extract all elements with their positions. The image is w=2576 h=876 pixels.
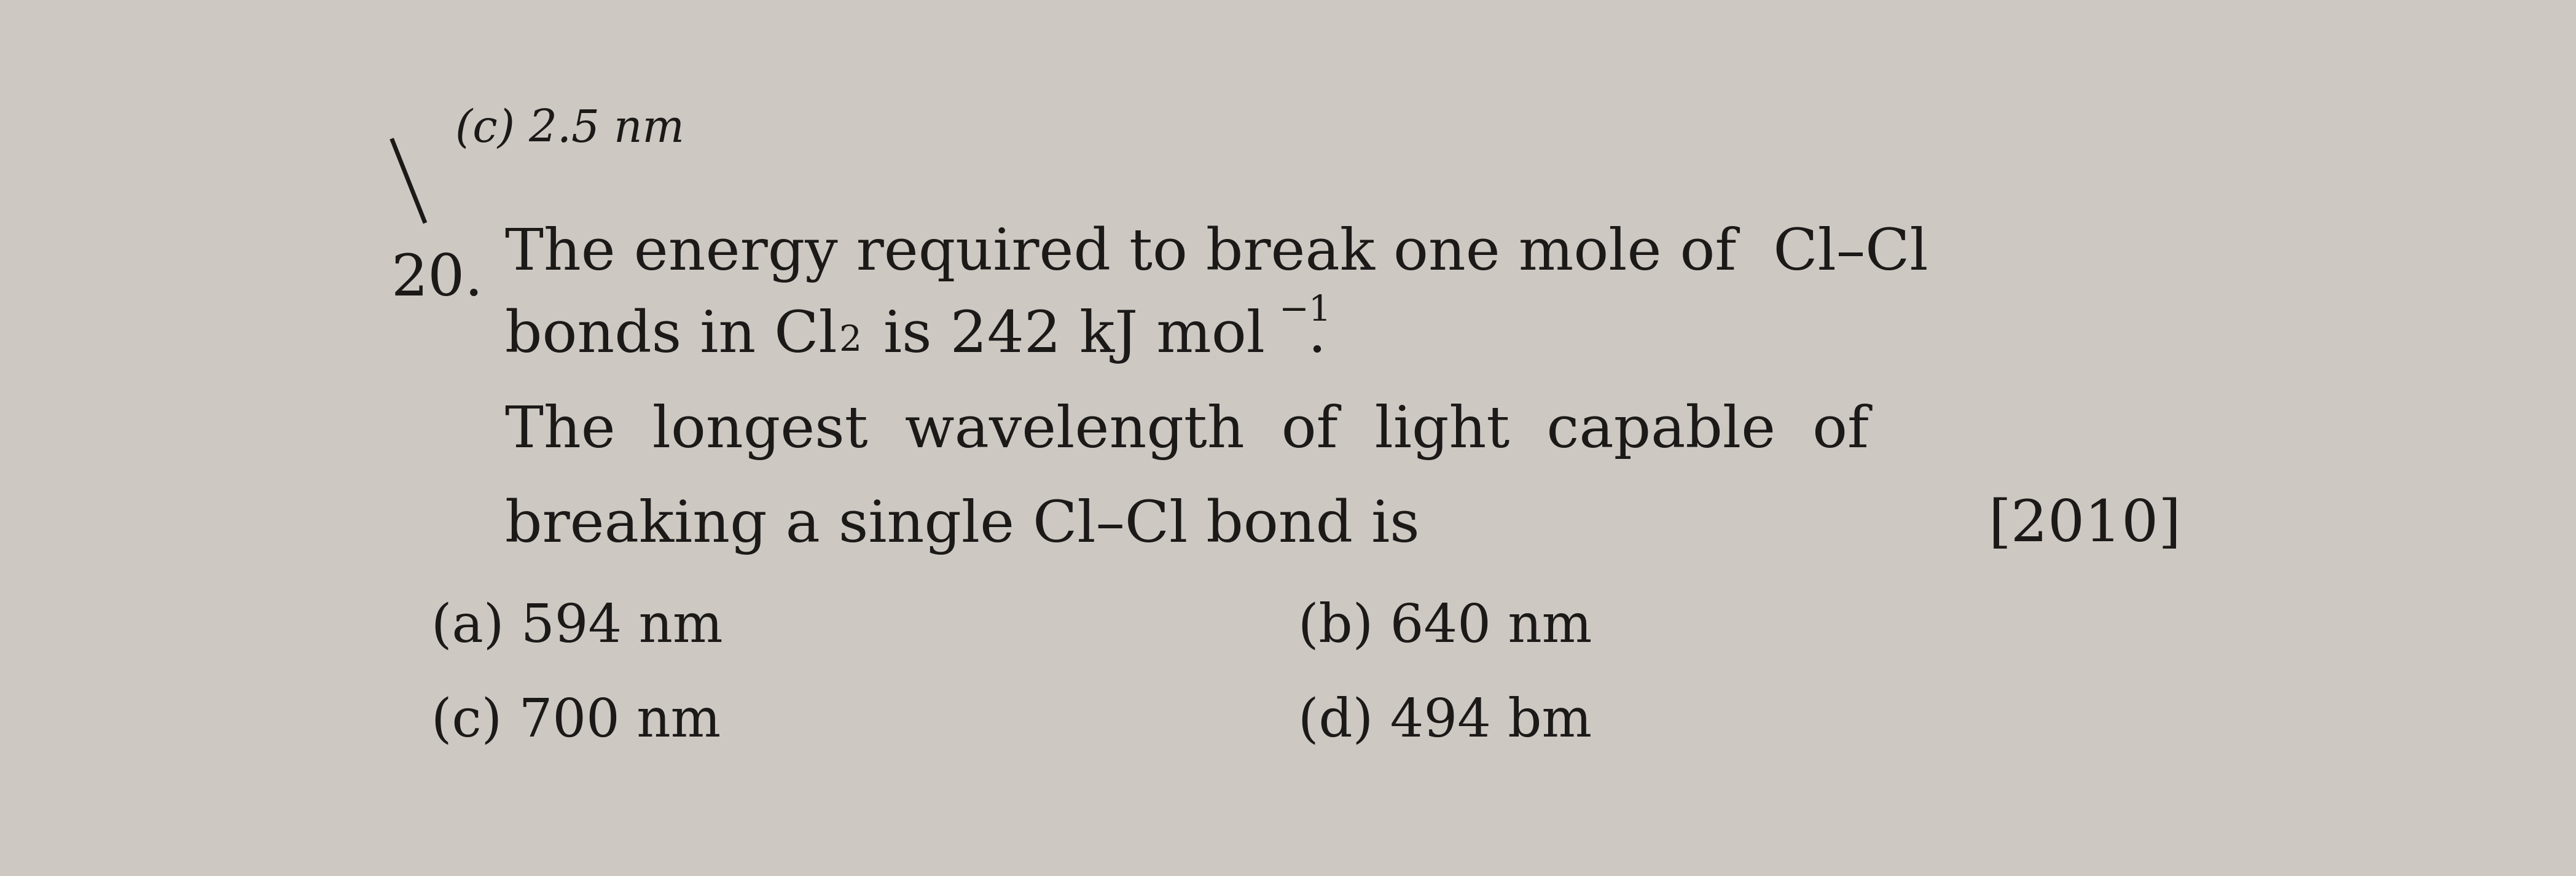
- Text: −1: −1: [1280, 293, 1332, 328]
- Text: .: .: [1309, 308, 1327, 364]
- Text: is 242 kJ mol: is 242 kJ mol: [866, 308, 1265, 364]
- Text: [2010]: [2010]: [1989, 498, 2182, 553]
- Text: breaking a single Cl–Cl bond is: breaking a single Cl–Cl bond is: [505, 498, 1419, 555]
- Text: (d) 494 bm: (d) 494 bm: [1298, 696, 1592, 747]
- Text: (c) 700 nm: (c) 700 nm: [433, 696, 721, 747]
- Text: 2: 2: [840, 323, 860, 358]
- Text: The energy required to break one mole of  Cl–Cl: The energy required to break one mole of…: [505, 226, 1929, 283]
- Text: (a) 594 nm: (a) 594 nm: [433, 602, 724, 653]
- Text: (b) 640 nm: (b) 640 nm: [1298, 602, 1592, 653]
- Text: (c) 2.5 nm: (c) 2.5 nm: [456, 108, 685, 151]
- Text: 20.: 20.: [392, 251, 484, 307]
- Text: The  longest  wavelength  of  light  capable  of: The longest wavelength of light capable …: [505, 403, 1870, 460]
- Text: bonds in Cl: bonds in Cl: [505, 308, 837, 364]
